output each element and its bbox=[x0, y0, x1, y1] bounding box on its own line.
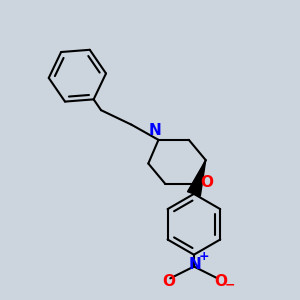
Text: O: O bbox=[200, 175, 213, 190]
Text: −: − bbox=[225, 279, 236, 292]
Polygon shape bbox=[188, 160, 206, 196]
Text: N: N bbox=[188, 257, 201, 272]
Text: O: O bbox=[214, 274, 227, 289]
Text: +: + bbox=[199, 250, 209, 263]
Text: N: N bbox=[149, 123, 161, 138]
Text: O: O bbox=[162, 274, 175, 289]
